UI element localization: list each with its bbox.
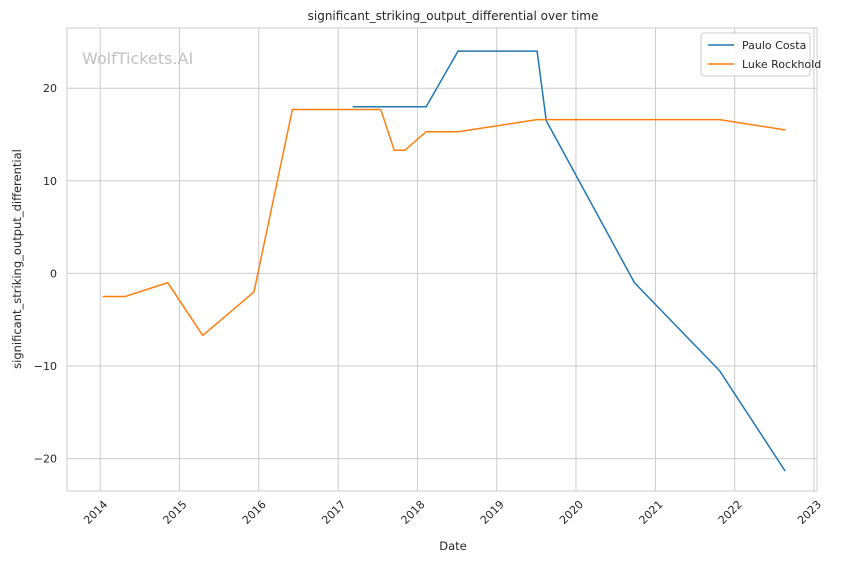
plot-area-background bbox=[67, 28, 817, 491]
x-tick-label-2014: 2014 bbox=[81, 498, 110, 527]
y-tick-label-10: 10 bbox=[43, 175, 57, 188]
legend-label-luke-rockhold: Luke Rockhold bbox=[742, 58, 821, 71]
watermark-text: WolfTickets.AI bbox=[82, 49, 193, 68]
x-tick-label-2017: 2017 bbox=[319, 498, 348, 527]
x-axis-title: Date bbox=[439, 539, 467, 553]
x-tick-label-2016: 2016 bbox=[240, 498, 269, 527]
legend-label-paulo-costa: Paulo Costa bbox=[742, 39, 806, 52]
x-tick-label-2020: 2020 bbox=[557, 498, 586, 527]
y-tick-label--20: −20 bbox=[34, 453, 57, 466]
chart-title: significant_striking_output_differential… bbox=[308, 9, 599, 23]
x-tick-label-2018: 2018 bbox=[399, 498, 428, 527]
grid-lines bbox=[67, 28, 817, 491]
series-lines bbox=[102, 50, 786, 472]
legend: Paulo Costa Luke Rockhold bbox=[700, 32, 821, 77]
x-tick-label-2022: 2022 bbox=[716, 498, 745, 527]
series-line-luke-rockhold bbox=[102, 108, 786, 337]
y-tick-label--10: −10 bbox=[34, 360, 57, 373]
legend-box bbox=[700, 32, 811, 77]
y-axis-title: significant_striking_output_differential bbox=[10, 149, 24, 369]
y-tick-label-20: 20 bbox=[43, 82, 57, 95]
x-tick-label-2019: 2019 bbox=[478, 498, 507, 527]
x-tick-label-2023: 2023 bbox=[795, 498, 824, 527]
plot-area-frame bbox=[66, 27, 818, 492]
y-tick-label-0: 0 bbox=[50, 267, 57, 280]
x-tick-label-2015: 2015 bbox=[161, 498, 190, 527]
series-line-paulo-costa bbox=[352, 50, 786, 472]
x-tick-label-2021: 2021 bbox=[637, 498, 666, 527]
